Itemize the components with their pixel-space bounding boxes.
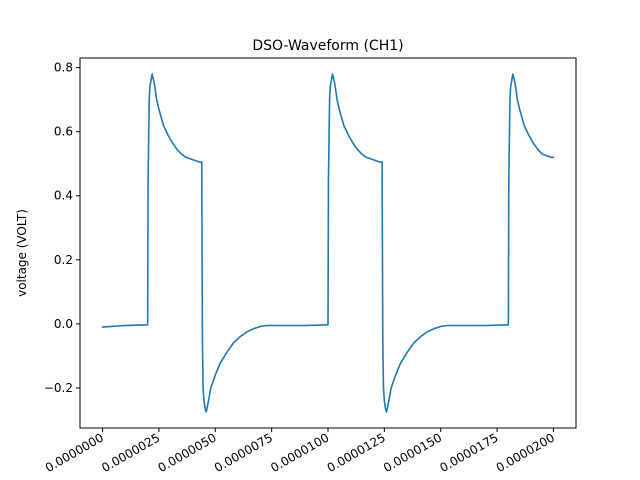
- y-tick-label: 0.4: [54, 189, 73, 203]
- plot-area: [101, 73, 555, 413]
- y-tick-label: −0.2: [44, 381, 73, 395]
- y-tick-label: 0.2: [54, 253, 73, 267]
- chart-title: DSO-Waveform (CH1): [252, 38, 403, 54]
- y-tick-label: 0.0: [54, 317, 73, 331]
- series-line-0: [101, 73, 555, 413]
- y-axis-label: voltage (VOLT): [15, 209, 29, 297]
- y-tick-label: 0.8: [54, 61, 73, 75]
- y-tick-label: 0.6: [54, 125, 73, 139]
